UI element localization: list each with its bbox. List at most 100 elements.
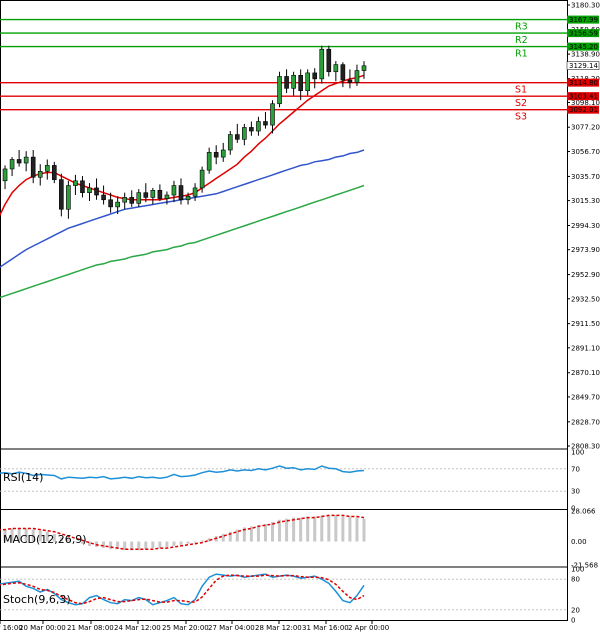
macd-axis-label: 0.00 [571,538,587,546]
price-axis-label: 2994.30 [571,222,600,230]
macd-bar [52,533,56,542]
price-axis-label: 2849.70 [571,393,600,401]
candle-body [115,201,120,208]
macd-bar [179,541,183,545]
price-axis-label: 2891.10 [571,344,600,352]
level-price-tag: 3092.01 [569,106,598,114]
candle-body [312,72,318,80]
macd-bar [235,529,239,542]
candle-body [129,197,135,204]
candle-body [199,169,205,189]
macd-bar [362,518,366,542]
stoch-axis-label: 20 [571,606,580,614]
rsi-axis-label: 70 [571,465,580,473]
macd-bar [66,539,70,542]
rsi-axis-label: 0 [571,505,575,513]
macd-bar [278,519,282,542]
candle-body [87,187,92,193]
candle-body [80,180,85,193]
candle-body [256,121,261,132]
stoch-axis-label: 80 [571,576,580,584]
level-name-s2: S2 [515,98,527,109]
macd-bar [80,541,84,544]
rsi-title: RSI(14) [3,471,43,484]
level-price-tag-bg [567,105,599,114]
time-axis-label: 21 Mar 08:00 [67,624,114,632]
candle-body [227,134,233,151]
candle-body [347,79,353,83]
time-axis-label: 24 Mar 12:00 [114,624,161,632]
candle-body [235,134,240,140]
macd-bar [200,540,204,542]
candle-body [143,192,149,198]
macd-bar [17,528,21,542]
candle-body [298,74,303,92]
macd-bar [165,541,169,547]
macd-bar [88,541,91,546]
price-axis-label: 2828.70 [571,418,600,426]
macd-bar [158,541,162,549]
stoch-axis-label: 100 [571,566,584,574]
macd-bar [228,531,232,542]
candle-body [361,65,367,71]
macd-bar [341,516,345,542]
candle-body [291,74,296,89]
level-price-tag-bg [567,78,599,87]
price-axis-label: 3180.30 [571,2,600,10]
time-axis-label: 25 Mar 20:00 [162,624,209,632]
candle-body [16,159,22,164]
macd-bar [10,528,14,542]
time-axis-label: 19 Mar 16:00 [0,624,23,632]
candle-body [354,70,360,83]
rsi-line [0,465,365,480]
price-axis-label: 2870.10 [571,369,600,377]
candle-body [73,180,78,186]
price-axis-label: 3015.30 [571,197,600,205]
macd-bar [256,525,260,542]
macd-bar [242,527,246,542]
macd-bar [123,541,127,551]
rsi-axis-label: 100 [571,449,584,457]
macd-bar [306,516,310,542]
level-price-tag: 3145.20 [569,43,598,51]
candle-body [66,185,71,210]
candle-body [178,185,184,201]
candle-body [108,199,113,208]
chart-frame [0,0,568,621]
stoch-axis-label: 0 [571,617,575,625]
price-axis-label: 3056.70 [571,148,600,156]
macd-bar [292,517,296,542]
candle-body [326,48,332,73]
candle-body [270,103,275,126]
candle-body [122,197,127,203]
macd-bar [151,541,155,549]
rsi-axis-label: 30 [571,488,580,496]
candle-body [319,48,325,80]
candle-body [305,72,310,92]
macd-bar [73,541,77,543]
macd-bar [263,524,267,542]
candle-body [59,179,64,210]
macd-bar [59,537,63,542]
macd-bar [102,541,106,549]
macd-bar [109,541,113,550]
macd-bar [45,531,49,542]
current-price-tag: 3129.14 [569,62,598,70]
level-name-s1: S1 [515,85,527,96]
macd-bar [249,526,253,542]
macd-bar [116,541,120,550]
candle-body [206,152,212,171]
macd-bar [313,516,317,542]
macd-bar [348,516,352,542]
level-price-tag-bg [567,15,599,24]
level-name-s3: S3 [515,112,527,123]
time-axis-label: 28 Mar 12:00 [255,624,302,632]
macd-bar [172,541,176,546]
macd-bar [38,530,42,542]
level-name-r1: R1 [515,49,528,60]
candle-body [340,64,346,81]
level-price-tag-bg [567,42,599,51]
level-name-r3: R3 [515,22,528,33]
macd-bar [320,515,324,542]
